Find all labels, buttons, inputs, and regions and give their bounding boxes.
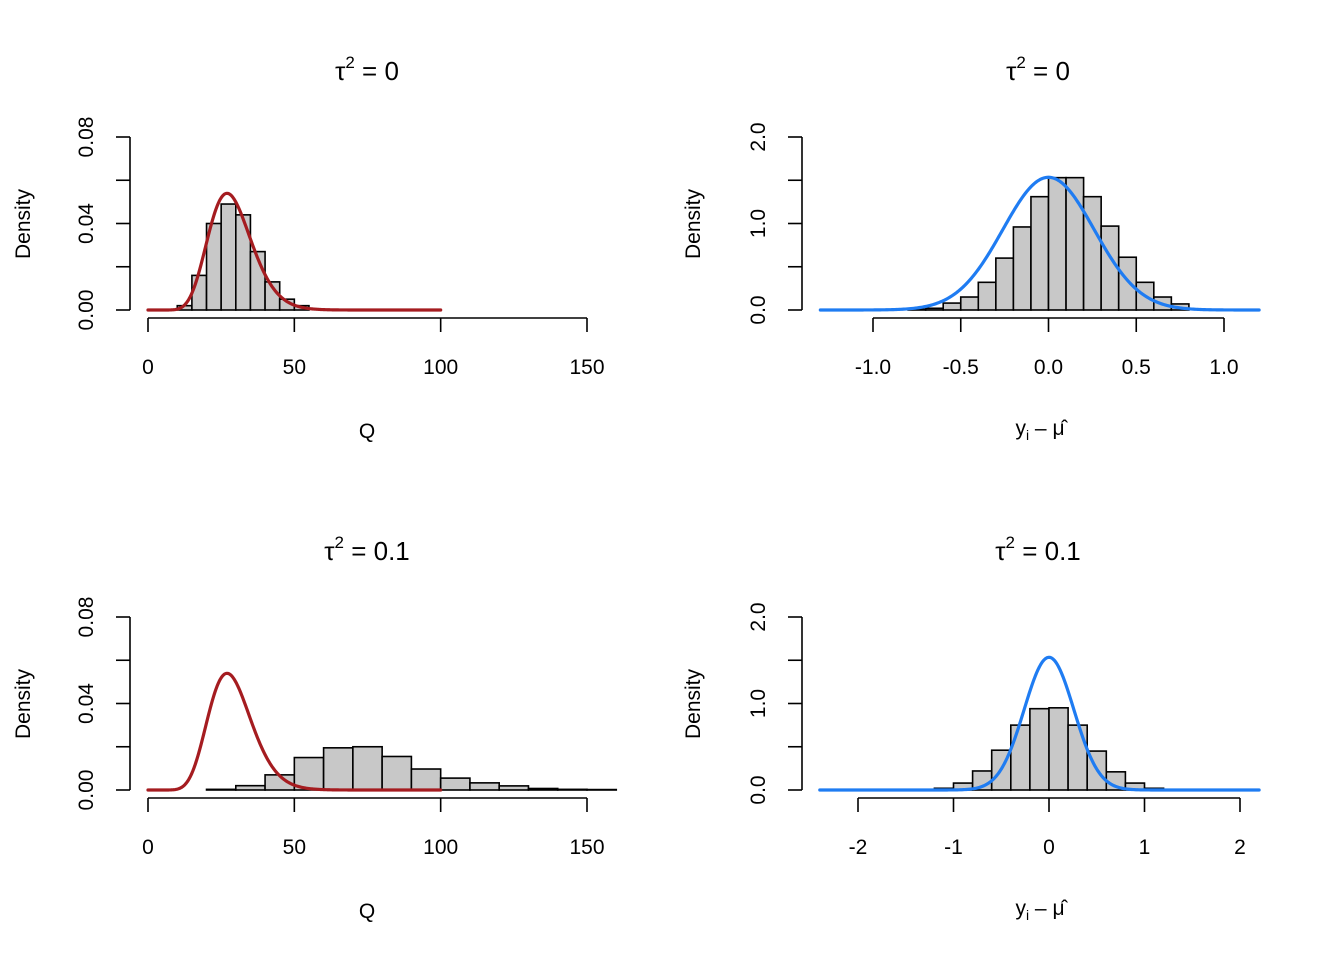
x-title-y: y — [1015, 417, 1026, 440]
density-curve — [146, 671, 443, 792]
title-value: = 0 — [1026, 56, 1070, 86]
x-title-y: y — [1015, 897, 1026, 920]
histogram-bar — [410, 768, 442, 791]
histogram-bar — [1067, 724, 1088, 791]
histogram-bar — [220, 203, 237, 311]
x-axis-title: Q — [359, 900, 375, 923]
histogram-bar — [977, 281, 997, 311]
histogram-bar — [293, 756, 325, 791]
x-axis-title: yi – μ̂ — [1015, 897, 1068, 923]
title-tau: τ — [335, 56, 346, 86]
y-tick-label: 0.04 — [75, 203, 98, 244]
y-tick-label: 0.00 — [75, 770, 98, 811]
x-tick-label: -0.5 — [943, 356, 979, 379]
x-title-mu-hat: μ̂ — [1052, 897, 1068, 920]
title-tau: τ — [324, 536, 335, 566]
x-tick-label: -1 — [944, 836, 963, 859]
title-superscript: 2 — [1006, 533, 1015, 552]
title-value: = 0.1 — [344, 536, 410, 566]
x-tick-label: 50 — [283, 836, 306, 859]
histogram-bar — [322, 747, 354, 791]
panel-title: τ2 = 0.1 — [995, 533, 1081, 566]
x-tick-label: 2 — [1234, 836, 1246, 859]
x-axis-title: Q — [359, 420, 375, 443]
x-title-mu-hat: μ̂ — [1052, 417, 1068, 440]
histogram-bar — [924, 307, 945, 311]
x-tick-label: 0.5 — [1122, 356, 1151, 379]
histogram-bar — [498, 785, 530, 791]
panel-title: τ2 = 0 — [335, 53, 399, 86]
y-tick-label: 2.0 — [747, 602, 770, 631]
histogram-bar — [205, 788, 237, 791]
y-axis-title: Density — [12, 188, 35, 259]
histogram-bar — [439, 777, 471, 791]
y-axis-title: Density — [12, 668, 35, 739]
title-superscript: 2 — [345, 53, 354, 72]
histogram-bar — [1029, 707, 1050, 791]
density-curve — [818, 175, 1261, 312]
density-curve — [146, 191, 443, 312]
x-title-minus: – — [1029, 897, 1052, 920]
histogram-bar — [959, 296, 980, 311]
y-tick-label: 0.0 — [747, 295, 770, 324]
histogram-bar — [469, 782, 500, 791]
y-axis-title: Density — [682, 668, 705, 739]
title-value: = 0.1 — [1015, 536, 1081, 566]
histogram-bar — [235, 784, 266, 791]
histogram-bar — [1009, 724, 1031, 791]
histogram-bar — [942, 302, 962, 311]
x-tick-label: -2 — [849, 836, 868, 859]
histogram-bar — [1117, 256, 1138, 311]
y-tick-label: 0.04 — [75, 683, 98, 724]
histogram-bar — [352, 745, 383, 791]
x-tick-label: 100 — [423, 356, 458, 379]
x-tick-label: 1 — [1139, 836, 1151, 859]
histogram-bar — [995, 257, 1015, 311]
panel-title: τ2 = 0.1 — [324, 533, 410, 566]
histogram-bar — [556, 788, 588, 791]
y-tick-label: 0.00 — [75, 290, 98, 331]
histogram-bar — [1047, 176, 1067, 311]
x-tick-label: 150 — [569, 836, 604, 859]
y-tick-label: 0.0 — [747, 775, 770, 804]
x-tick-label: 1.0 — [1209, 356, 1238, 379]
title-value: = 0 — [355, 56, 399, 86]
histogram-bar — [191, 274, 208, 311]
x-tick-label: 100 — [423, 836, 458, 859]
histogram-bar — [1012, 226, 1032, 311]
x-title-minus: – — [1029, 417, 1052, 440]
density-curve — [818, 655, 1261, 792]
histogram-bar — [1048, 707, 1069, 791]
panel-q-tau01: τ2 = 0.1 0.00 0.04 0.08 0 50 100 150 Density Q — [12, 533, 618, 923]
title-superscript: 2 — [1016, 53, 1025, 72]
x-axis-title: yi – μ̂ — [1015, 417, 1068, 443]
x-tick-label: 0 — [142, 356, 154, 379]
x-tick-label: 0 — [142, 836, 154, 859]
histogram-bar — [1030, 195, 1050, 311]
y-tick-label: 0.08 — [75, 597, 98, 638]
x-tick-label: 0 — [1043, 836, 1055, 859]
x-tick-label: 150 — [569, 356, 604, 379]
x-tick-label: 50 — [283, 356, 306, 379]
y-tick-label: 1.0 — [747, 689, 770, 718]
y-tick-label: 2.0 — [747, 122, 770, 151]
x-tick-label: 0.0 — [1034, 356, 1063, 379]
x-title-subscript: i — [1026, 907, 1029, 923]
histogram-bar — [527, 787, 559, 791]
title-tau: τ — [995, 536, 1006, 566]
histogram-bar — [381, 755, 413, 791]
panel-resid-tau0: τ2 = 0 0.0 1.0 2.0 -1.0 -0.5 0.0 0.5 1.0 Density y… — [682, 53, 1261, 443]
x-title-subscript: i — [1026, 427, 1029, 443]
y-axis-title: Density — [682, 188, 705, 259]
y-tick-label: 0.08 — [75, 117, 98, 158]
title-tau: τ — [1006, 56, 1017, 86]
title-superscript: 2 — [335, 533, 344, 552]
panel-title: τ2 = 0 — [1006, 53, 1070, 86]
x-tick-label: -1.0 — [855, 356, 891, 379]
y-tick-label: 1.0 — [747, 209, 770, 238]
panel-q-tau0: τ2 = 0 0.00 0.04 0.08 0 50 100 150 Density Q — [12, 53, 605, 443]
